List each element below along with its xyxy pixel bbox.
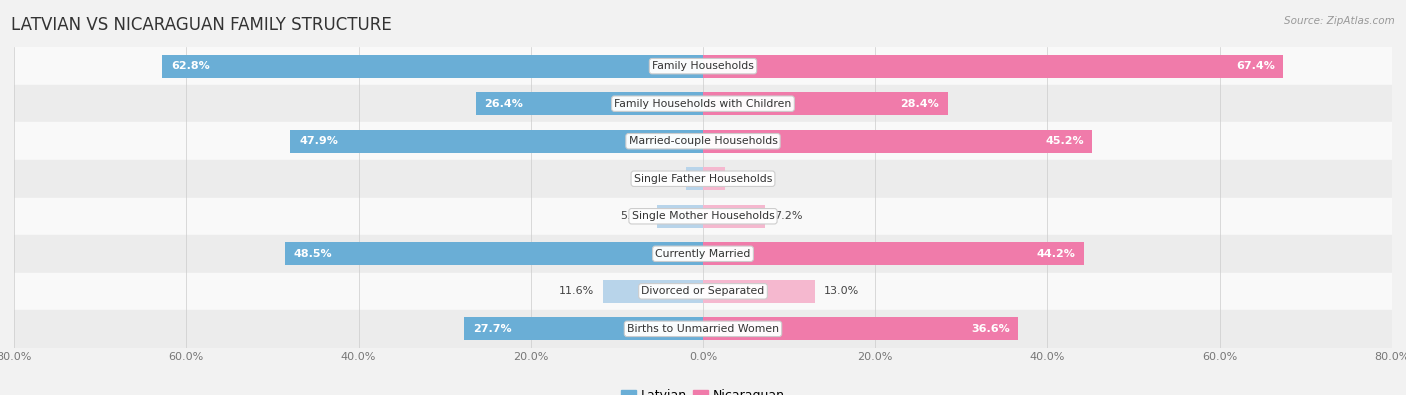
Text: Married-couple Households: Married-couple Households bbox=[628, 136, 778, 146]
Text: Single Mother Households: Single Mother Households bbox=[631, 211, 775, 221]
Text: Family Households with Children: Family Households with Children bbox=[614, 99, 792, 109]
Bar bbox=[703, 317, 1018, 340]
Bar bbox=[475, 92, 703, 115]
Bar bbox=[14, 235, 1392, 273]
Bar bbox=[285, 242, 703, 265]
Text: 2.6%: 2.6% bbox=[734, 174, 762, 184]
Text: 2.0%: 2.0% bbox=[648, 174, 678, 184]
Bar bbox=[703, 55, 1284, 78]
Bar bbox=[14, 160, 1392, 198]
Bar bbox=[14, 85, 1392, 122]
Bar bbox=[703, 92, 948, 115]
Text: 67.4%: 67.4% bbox=[1236, 61, 1275, 71]
Bar bbox=[703, 280, 815, 303]
Text: Divorced or Separated: Divorced or Separated bbox=[641, 286, 765, 296]
Text: Source: ZipAtlas.com: Source: ZipAtlas.com bbox=[1284, 16, 1395, 26]
Bar bbox=[703, 205, 765, 228]
Text: 62.8%: 62.8% bbox=[170, 61, 209, 71]
Bar bbox=[686, 167, 703, 190]
Bar bbox=[291, 130, 703, 153]
Text: LATVIAN VS NICARAGUAN FAMILY STRUCTURE: LATVIAN VS NICARAGUAN FAMILY STRUCTURE bbox=[11, 16, 392, 34]
Bar bbox=[162, 55, 703, 78]
Text: Family Households: Family Households bbox=[652, 61, 754, 71]
Text: Single Father Households: Single Father Households bbox=[634, 174, 772, 184]
Text: 7.2%: 7.2% bbox=[773, 211, 801, 221]
Text: 47.9%: 47.9% bbox=[299, 136, 337, 146]
Text: 13.0%: 13.0% bbox=[824, 286, 859, 296]
Text: 44.2%: 44.2% bbox=[1036, 249, 1076, 259]
Bar bbox=[703, 242, 1084, 265]
Text: 5.3%: 5.3% bbox=[620, 211, 648, 221]
Text: 45.2%: 45.2% bbox=[1045, 136, 1084, 146]
Bar bbox=[464, 317, 703, 340]
Bar bbox=[603, 280, 703, 303]
Bar bbox=[703, 167, 725, 190]
Bar bbox=[658, 205, 703, 228]
Bar bbox=[703, 130, 1092, 153]
Text: 11.6%: 11.6% bbox=[560, 286, 595, 296]
Text: 27.7%: 27.7% bbox=[472, 324, 512, 334]
Bar bbox=[14, 310, 1392, 348]
Text: 36.6%: 36.6% bbox=[970, 324, 1010, 334]
Text: 26.4%: 26.4% bbox=[484, 99, 523, 109]
Legend: Latvian, Nicaraguan: Latvian, Nicaraguan bbox=[616, 384, 790, 395]
Bar bbox=[14, 198, 1392, 235]
Text: 48.5%: 48.5% bbox=[294, 249, 333, 259]
Text: Births to Unmarried Women: Births to Unmarried Women bbox=[627, 324, 779, 334]
Bar bbox=[14, 47, 1392, 85]
Bar bbox=[14, 122, 1392, 160]
Text: 28.4%: 28.4% bbox=[900, 99, 939, 109]
Text: Currently Married: Currently Married bbox=[655, 249, 751, 259]
Bar bbox=[14, 273, 1392, 310]
